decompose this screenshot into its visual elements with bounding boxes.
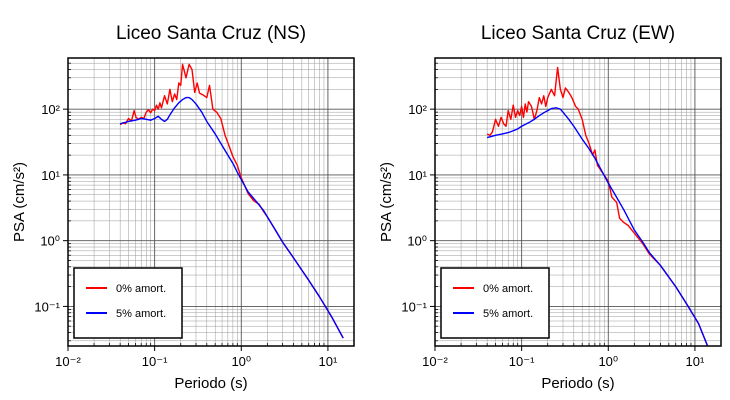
- legend-label-damped: 5% amort.: [483, 308, 533, 320]
- y-tick-label: 10²: [41, 102, 60, 117]
- chart-title: Liceo Santa Cruz (NS): [116, 23, 306, 44]
- legend-label-damped: 5% amort.: [116, 308, 166, 320]
- series-line-undamped: [486, 66, 709, 347]
- legend-label-undamped: 0% amort.: [483, 283, 533, 295]
- legend-box: [73, 267, 183, 339]
- x-tick-label: 10¹: [319, 354, 338, 369]
- x-tick-label: 10⁻¹: [142, 354, 168, 369]
- y-tick-label: 10⁻¹: [34, 299, 60, 314]
- series-line-damped: [486, 107, 709, 347]
- chart-panel-ns: Liceo Santa Cruz (NS) 10⁻² 10⁻¹ 10⁰ 10¹ 10⁻¹…: [11, 23, 355, 392]
- series-group: [119, 63, 344, 339]
- legend-label-undamped: 0% amort.: [116, 283, 166, 295]
- x-tick-label: 10⁰: [231, 354, 251, 369]
- plot-frame: [434, 57, 722, 347]
- series-line-damped: [119, 96, 344, 339]
- x-tick-label: 10⁻¹: [509, 354, 535, 369]
- x-axis-label: Periodo (s): [174, 375, 247, 392]
- legend: 0% amort. 5% amort.: [73, 267, 183, 339]
- x-tick-label: 10¹: [686, 354, 705, 369]
- y-tick-label: 10⁰: [407, 234, 427, 249]
- y-tick-label: 10¹: [408, 168, 427, 183]
- y-tick-label: 10¹: [41, 168, 60, 183]
- tick-group: 10⁻² 10⁻¹ 10⁰ 10¹ 10⁻¹ 10⁰ 10¹ 10²: [34, 62, 338, 369]
- y-tick-label: 10⁰: [40, 234, 60, 249]
- chart-title: Liceo Santa Cruz (EW): [481, 23, 675, 44]
- x-axis-label: Periodo (s): [541, 375, 614, 392]
- x-tick-label: 10⁻²: [55, 354, 81, 369]
- y-axis-label: PSA (cm/s²): [11, 162, 28, 242]
- series-group: [486, 66, 709, 347]
- x-tick-label: 10⁻²: [422, 354, 448, 369]
- legend-box: [440, 267, 550, 339]
- y-tick-label: 10²: [408, 102, 427, 117]
- y-axis-label: PSA (cm/s²): [378, 162, 395, 242]
- plot-frame: [67, 57, 355, 347]
- tick-group: 10⁻² 10⁻¹ 10⁰ 10¹ 10⁻¹ 10⁰ 10¹ 10²: [401, 62, 705, 369]
- x-tick-label: 10⁰: [598, 354, 618, 369]
- legend: 0% amort. 5% amort.: [440, 267, 550, 339]
- y-tick-label: 10⁻¹: [401, 299, 427, 314]
- chart-panel-ew: Liceo Santa Cruz (EW) 10⁻² 10⁻¹ 10⁰ 10¹ 10⁻¹…: [378, 23, 722, 392]
